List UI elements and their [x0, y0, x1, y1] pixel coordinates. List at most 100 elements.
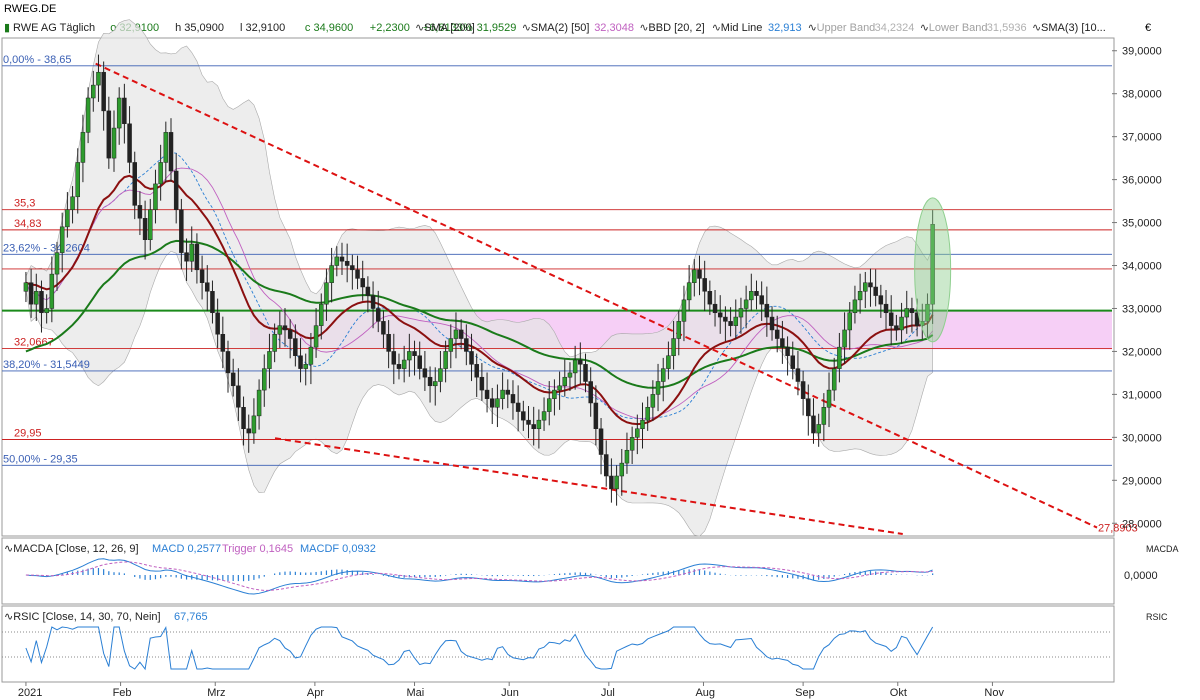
candle-body — [562, 376, 568, 387]
candle-body — [225, 351, 231, 374]
candle — [717, 295, 723, 334]
rsi-pane[interactable] — [1, 605, 1115, 683]
candle — [34, 273, 39, 321]
candle — [215, 298, 220, 348]
candle — [738, 297, 744, 334]
candle — [458, 319, 464, 350]
candle-body — [319, 303, 324, 326]
candle-body — [91, 84, 96, 99]
candle-body — [23, 282, 29, 292]
candle — [267, 333, 272, 389]
highlight-ellipse — [914, 197, 952, 343]
candle-body — [541, 411, 547, 421]
candle — [552, 379, 557, 416]
candle-body — [215, 312, 220, 335]
candle-body — [800, 381, 806, 399]
level-label-0: 0,00% - 38,65 — [3, 54, 72, 66]
candle — [344, 243, 350, 283]
candle — [821, 393, 827, 442]
candle — [479, 363, 485, 401]
candle — [743, 285, 749, 329]
candle-body — [769, 316, 775, 331]
candle-body — [401, 359, 407, 369]
candle — [650, 380, 656, 422]
bollinger-band-area — [25, 19, 933, 537]
price-tick-label: 34,0000 — [1122, 261, 1162, 273]
candle-body — [676, 321, 682, 339]
candle-body — [376, 308, 381, 322]
candle — [774, 315, 780, 353]
candle-body — [774, 329, 780, 339]
candle — [23, 271, 29, 303]
candle-body — [743, 299, 749, 309]
candle-body — [241, 407, 246, 430]
candle-body — [878, 295, 884, 305]
candle — [70, 186, 75, 224]
candle-body — [298, 355, 303, 369]
candle-body — [220, 334, 226, 352]
candle — [65, 192, 70, 238]
bollinger-bands — [25, 19, 934, 537]
candle-body — [179, 209, 184, 253]
candle — [287, 319, 293, 359]
candle-body — [85, 97, 91, 133]
candle — [401, 345, 407, 383]
candle-body — [396, 364, 402, 369]
candle — [443, 340, 448, 383]
candle-body — [526, 419, 531, 425]
candle-body — [360, 278, 365, 288]
candle-body — [153, 183, 158, 210]
candle-body — [500, 389, 505, 399]
candle-body — [546, 398, 552, 412]
candle-body — [230, 372, 236, 387]
candle — [184, 238, 189, 281]
candle-body — [443, 351, 448, 369]
month-label: 2021 — [18, 687, 42, 699]
candle — [780, 320, 785, 364]
candle — [666, 341, 671, 380]
candle — [251, 398, 257, 444]
candle-body — [759, 295, 764, 305]
candle-body — [717, 312, 723, 318]
candle — [707, 280, 713, 315]
candle — [681, 285, 687, 342]
candle-body — [785, 346, 790, 356]
rsi-indicator: ∿RSIC [Close, 14, 30, 70, Nein] 67,765 RSI… — [2, 611, 1168, 671]
candle — [495, 384, 500, 428]
candle-body — [75, 162, 80, 198]
candle — [54, 241, 60, 291]
candle — [873, 269, 878, 307]
candle-body — [49, 273, 55, 309]
candle-body — [246, 428, 251, 434]
price-pane[interactable] — [1, 37, 1115, 537]
month-label: Jul — [601, 687, 615, 699]
candle — [360, 260, 365, 301]
candle — [396, 353, 402, 380]
candle-body — [795, 368, 801, 382]
candle — [609, 458, 614, 503]
candle — [640, 402, 645, 449]
candle — [728, 307, 733, 337]
candle — [614, 465, 619, 506]
candle-body — [712, 303, 718, 314]
indicator-icon: ∿ — [639, 22, 648, 34]
candle-body — [614, 475, 619, 490]
month-label: Nov — [984, 687, 1004, 699]
macd-pane[interactable] — [1, 537, 1115, 605]
price-tick-label: 31,0000 — [1122, 389, 1162, 401]
candle-body — [365, 286, 371, 296]
candle — [531, 406, 536, 446]
candle — [220, 316, 226, 369]
candle-body — [205, 282, 210, 292]
candle-body — [334, 256, 340, 266]
candle — [246, 414, 251, 453]
candle — [593, 385, 599, 446]
candle — [453, 312, 459, 359]
candle — [671, 320, 676, 370]
candle — [116, 87, 122, 145]
candle-body — [251, 415, 257, 434]
candle — [583, 353, 588, 393]
candle-body — [96, 71, 101, 86]
candle-body — [479, 376, 485, 391]
